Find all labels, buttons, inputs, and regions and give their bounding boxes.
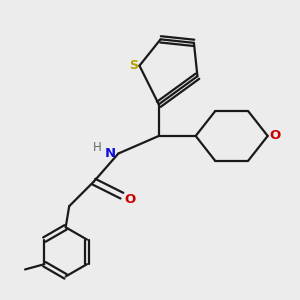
Text: S: S: [129, 59, 138, 72]
Text: O: O: [269, 129, 280, 142]
Text: O: O: [124, 193, 135, 206]
Text: N: N: [105, 147, 116, 160]
Text: H: H: [93, 141, 102, 154]
